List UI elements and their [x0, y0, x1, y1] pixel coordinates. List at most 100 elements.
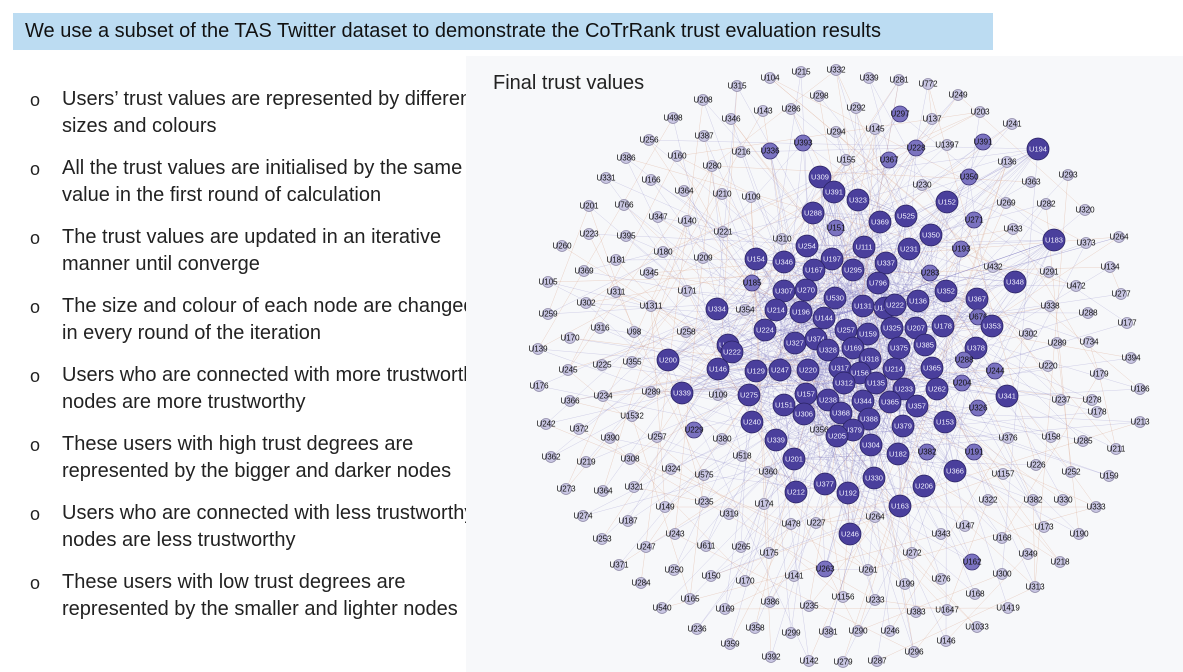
- graph-caption: Final trust values: [493, 72, 645, 94]
- node-label: U153: [936, 418, 954, 427]
- graph-node: U391: [822, 180, 846, 204]
- node-circle: [982, 494, 994, 506]
- node-label: U175: [759, 549, 779, 558]
- graph-edge: [583, 212, 814, 272]
- node-circle: [869, 123, 881, 135]
- graph-node: U271: [964, 211, 984, 229]
- graph-edge: [845, 281, 1016, 331]
- node-label: U302: [576, 299, 596, 308]
- node-circle: [643, 134, 655, 146]
- graph-node: U364: [674, 185, 694, 197]
- graph-edge: [631, 290, 688, 363]
- node-label: U250: [664, 566, 684, 575]
- graph-edge: [888, 159, 1055, 241]
- node-label: U186: [1130, 385, 1150, 394]
- node-label: U159: [1099, 472, 1119, 481]
- node-circle: [882, 357, 906, 381]
- graph-edge: [670, 368, 895, 470]
- graph-edge: [751, 421, 797, 493]
- graph-edge: [537, 117, 674, 350]
- node-circle: [1080, 237, 1092, 249]
- node-label: U296: [904, 648, 924, 657]
- node-label: U285: [1073, 437, 1093, 446]
- node-label: U215: [791, 68, 811, 77]
- slide-title: We use a subset of the TAS Twitter datas…: [25, 20, 881, 42]
- node-label: U286: [781, 105, 801, 114]
- node-label: U197: [823, 255, 841, 264]
- graph-node: U392: [761, 651, 781, 663]
- node-circle: [965, 211, 983, 229]
- node-label: U378: [967, 344, 985, 353]
- node-circle: [803, 655, 815, 667]
- graph-node: U380: [712, 433, 732, 445]
- node-label: U109: [708, 391, 728, 400]
- node-circle: [645, 174, 657, 186]
- graph-edge: [833, 144, 948, 193]
- graph-node: U173: [1034, 521, 1054, 533]
- node-circle: [965, 443, 983, 461]
- node-label: U350: [922, 231, 940, 240]
- graph-node: U372: [569, 423, 589, 435]
- node-circle: [796, 358, 820, 382]
- node-circle: [1070, 280, 1082, 292]
- node-circle: [952, 240, 970, 258]
- graph-node: U324: [661, 463, 681, 475]
- node-label: U330: [865, 474, 883, 483]
- node-label: U368: [832, 409, 850, 418]
- node-label: U374: [807, 335, 825, 344]
- graph-node: U309: [808, 165, 832, 189]
- node-circle: [668, 564, 680, 576]
- node-circle: [698, 130, 710, 142]
- node-circle: [594, 322, 606, 334]
- node-label: U213: [1130, 418, 1150, 427]
- graph-edge: [834, 215, 907, 299]
- graph-node: U357: [905, 394, 929, 418]
- node-label: U525: [897, 212, 915, 221]
- node-label: U168: [965, 590, 985, 599]
- node-circle: [908, 646, 920, 658]
- node-label: U206: [915, 482, 933, 491]
- node-circle: [802, 258, 826, 282]
- node-circle: [785, 103, 797, 115]
- node-label: U201: [579, 202, 599, 211]
- node-circle: [735, 146, 747, 158]
- bullet-marker: o: [30, 504, 41, 524]
- bullet-text: All the trust values are initialised by …: [62, 157, 463, 206]
- node-circle: [883, 293, 907, 317]
- graph-edge: [806, 245, 864, 307]
- node-circle: [1104, 261, 1116, 273]
- graph-edge: [944, 248, 962, 423]
- bullet-marker: o: [30, 297, 41, 317]
- node-circle: [667, 112, 679, 124]
- graph-node: U169: [715, 603, 735, 615]
- node-label: U346: [775, 258, 793, 267]
- node-label: U382: [917, 448, 937, 457]
- graph-edge: [585, 369, 809, 463]
- graph-node: U540: [652, 602, 672, 614]
- graph-node: U98: [627, 326, 642, 338]
- graph-node: U1419: [996, 602, 1020, 614]
- node-circle: [669, 528, 681, 540]
- graph-edge: [835, 69, 913, 554]
- graph-node: U293: [1058, 169, 1078, 181]
- graph-node: U296: [904, 646, 924, 658]
- node-circle: [996, 532, 1008, 544]
- node-circle: [884, 625, 896, 637]
- node-label: U280: [702, 162, 722, 171]
- graph-node: U339: [764, 428, 788, 452]
- node-label: U391: [973, 138, 993, 147]
- node-circle: [1121, 317, 1133, 329]
- node-label: U160: [667, 152, 687, 161]
- graph-node: U341: [995, 384, 1019, 408]
- node-label: U253: [592, 535, 612, 544]
- graph-edge: [800, 311, 1089, 314]
- graph-node: U147: [955, 520, 975, 532]
- graph-node: U383: [906, 606, 926, 618]
- graph-edge: [839, 239, 1055, 369]
- node-circle: [533, 380, 545, 392]
- node-label: U104: [760, 74, 780, 83]
- graph-node: U191: [964, 443, 984, 461]
- node-label: U341: [998, 392, 1016, 401]
- node-circle: [1082, 307, 1094, 319]
- graph-edge: [783, 404, 826, 485]
